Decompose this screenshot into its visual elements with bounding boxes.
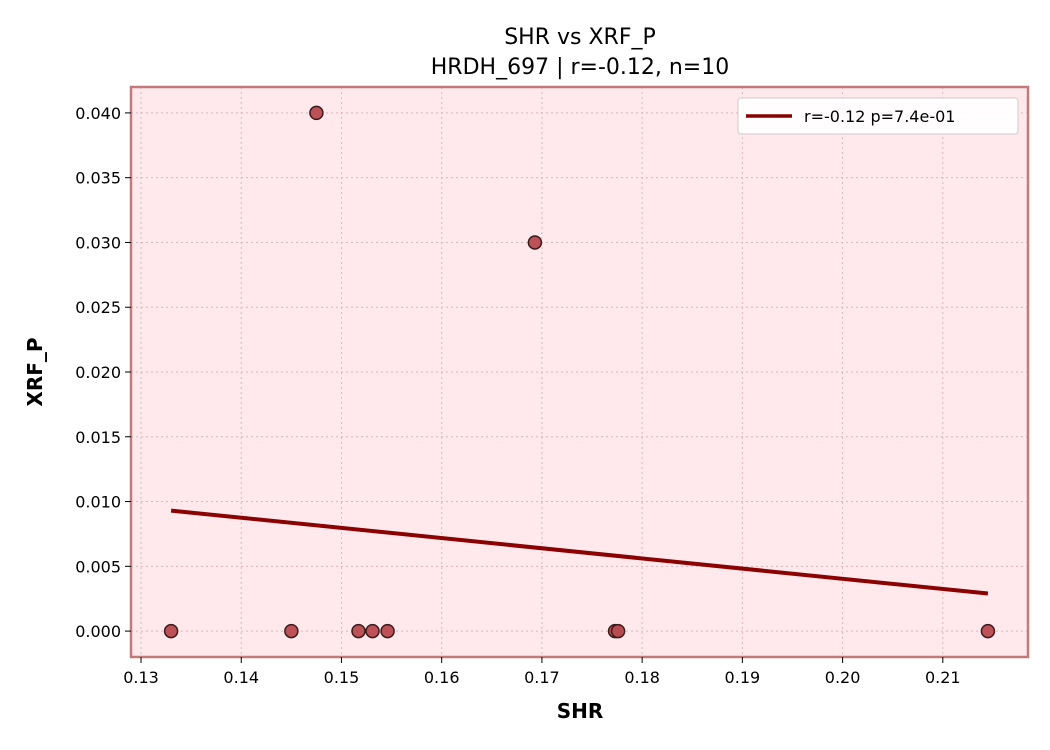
x-tick-label-0: 0.13 bbox=[123, 668, 159, 687]
chart-title: SHR vs XRF_P bbox=[504, 25, 656, 50]
data-point-0 bbox=[163, 623, 179, 639]
y-axis-label: XRF_P bbox=[23, 337, 47, 406]
fit-line bbox=[170, 508, 989, 596]
chart-subtitle: HRDH_697 | r=-0.12, n=10 bbox=[431, 55, 729, 80]
y-tick-label-8: 0.040 bbox=[75, 104, 121, 123]
x-tick-label-5: 0.18 bbox=[624, 668, 660, 687]
data-point-4 bbox=[365, 623, 380, 639]
x-tick-label-1: 0.14 bbox=[223, 668, 259, 687]
legend-label-fit-line: r=-0.12 p=7.4e-01 bbox=[804, 107, 955, 126]
y-tick-label-5: 0.025 bbox=[75, 298, 121, 317]
y-tick-label-6: 0.030 bbox=[75, 233, 121, 252]
data-point-3 bbox=[351, 623, 366, 639]
y-tick-label-2: 0.010 bbox=[75, 493, 121, 512]
data-point-8 bbox=[610, 623, 626, 639]
x-tick-label-4: 0.17 bbox=[524, 668, 560, 687]
fit-line-group bbox=[170, 508, 989, 596]
legend-box bbox=[737, 97, 1019, 135]
data-point-9 bbox=[980, 623, 996, 639]
legend: r=-0.12 p=7.4e-01 bbox=[737, 97, 1019, 135]
y-axis-ticks: 0.000 0.005 0.010 0.015 0.020 0.025 0.030 0.035… bbox=[75, 104, 131, 641]
data-point-2 bbox=[309, 105, 324, 121]
data-points bbox=[163, 105, 996, 639]
x-axis-label: SHR bbox=[557, 699, 604, 723]
y-tick-label-4: 0.020 bbox=[75, 363, 121, 382]
data-point-5 bbox=[380, 623, 395, 639]
y-tick-label-1: 0.005 bbox=[75, 557, 121, 576]
y-tick-label-3: 0.015 bbox=[75, 428, 121, 447]
data-point-6 bbox=[527, 235, 543, 250]
data-point-1 bbox=[284, 623, 299, 639]
x-tick-label-7: 0.20 bbox=[825, 668, 861, 687]
x-tick-label-6: 0.19 bbox=[725, 668, 761, 687]
plot-area bbox=[131, 87, 1028, 657]
x-tick-label-8: 0.21 bbox=[925, 668, 961, 687]
y-tick-label-7: 0.035 bbox=[75, 169, 121, 188]
grid-lines bbox=[131, 87, 1028, 657]
x-tick-label-3: 0.16 bbox=[424, 668, 460, 687]
x-tick-label-2: 0.15 bbox=[324, 668, 360, 687]
y-tick-label-0: 0.000 bbox=[75, 622, 121, 641]
x-axis-ticks: 0.13 0.14 0.15 0.16 0.17 0.18 0.19 0.20 0.21 bbox=[123, 657, 961, 687]
